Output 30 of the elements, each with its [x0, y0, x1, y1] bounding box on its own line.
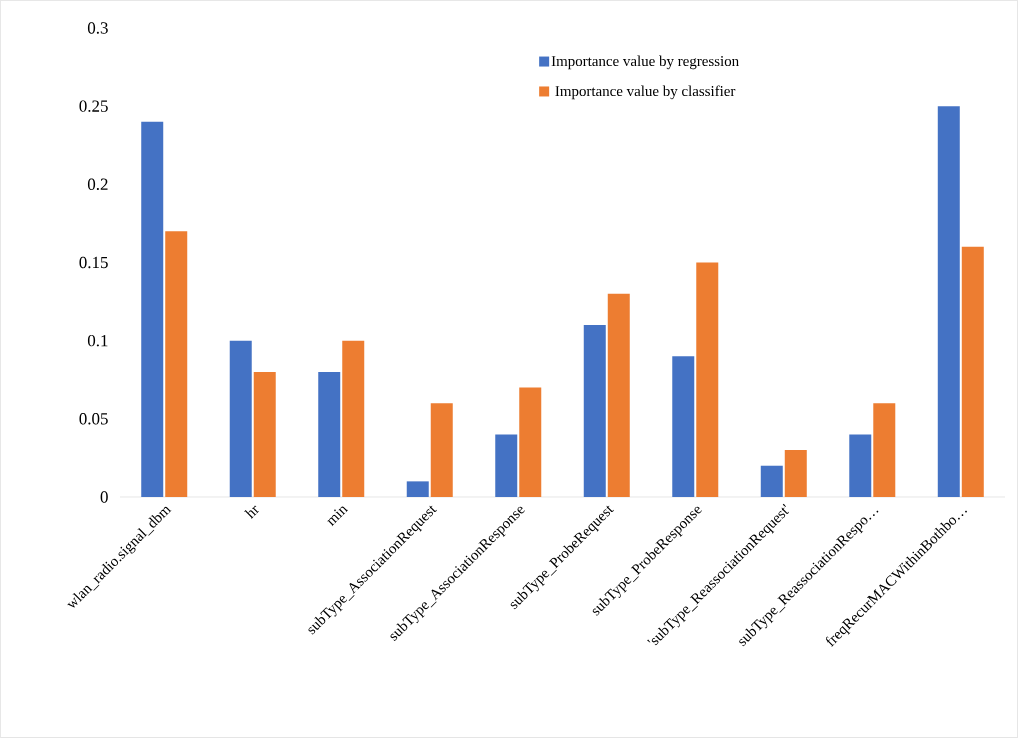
bar: [318, 371, 341, 497]
bar: [849, 434, 872, 497]
bar: [696, 262, 719, 497]
legend-label: Importance value by classifier: [555, 85, 736, 100]
legend-label: Importance value by regression: [551, 55, 739, 70]
y-tick-label: 0: [100, 491, 108, 503]
bar: [519, 387, 542, 497]
bar: [406, 481, 429, 497]
bar: [253, 371, 276, 497]
bar: [229, 340, 252, 497]
x-tick-label: hr: [244, 505, 260, 519]
bar: [342, 340, 365, 497]
bar: [937, 106, 960, 497]
y-tick-label: 0.3: [87, 22, 108, 34]
y-tick-label: 0.1: [87, 334, 108, 347]
bar: [495, 434, 518, 497]
bar: [583, 325, 606, 497]
y-tick-label: 0.25: [79, 100, 108, 112]
y-tick-label: 0.15: [79, 256, 108, 269]
bar: [607, 293, 630, 497]
y-tick-label: 0.2: [87, 178, 108, 191]
bar: [165, 231, 188, 497]
bar: [961, 246, 984, 497]
bar: [430, 403, 453, 497]
bar: [672, 356, 695, 497]
bar: [760, 465, 783, 497]
bar: [873, 403, 896, 497]
bar: [141, 121, 164, 497]
bar: [784, 450, 807, 497]
y-tick-label: 0.05: [79, 413, 108, 425]
